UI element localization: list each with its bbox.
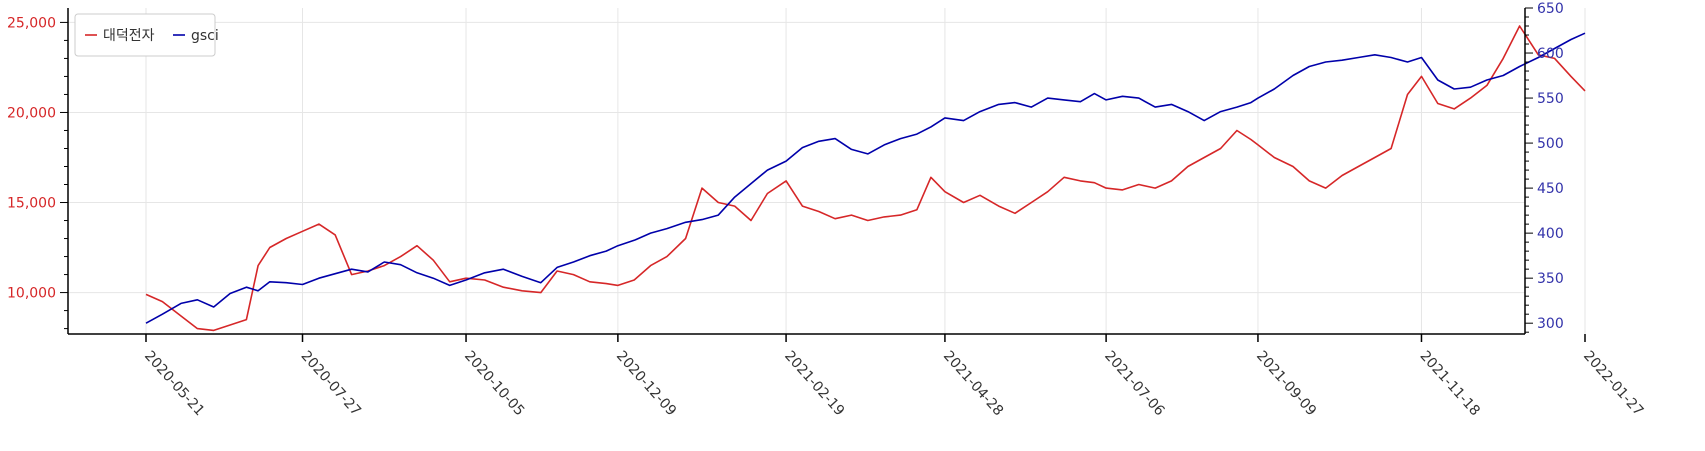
- right-y-tick-label: 600: [1537, 46, 1564, 62]
- left-y-tick-label: 20,000: [7, 105, 56, 121]
- right-y-tick-label: 350: [1537, 271, 1564, 287]
- right-y-tick-label: 500: [1537, 136, 1564, 152]
- right-y-tick-label: 300: [1537, 316, 1564, 332]
- right-y-tick-label: 400: [1537, 226, 1564, 242]
- legend-label-gsci: gsci: [191, 28, 219, 44]
- x-tick-label: 2021-04-28: [940, 348, 1006, 419]
- right-y-tick-label: 650: [1537, 1, 1564, 17]
- right-y-tick-label: 550: [1537, 91, 1564, 107]
- x-tick-label: 2020-07-27: [298, 348, 364, 419]
- x-tick-label: 2020-05-21: [141, 348, 207, 419]
- left-y-tick-label: 15,000: [7, 196, 56, 212]
- axes: 2020-05-21 2020-07-27 2020-10-05 2020-12-09…: [7, 1, 1646, 419]
- series-layer: [145, 25, 1586, 332]
- left-y-tick-label: 25,000: [7, 15, 56, 31]
- grid: [68, 8, 1586, 334]
- x-tick-label: 2020-12-09: [613, 348, 679, 419]
- x-axis-ticks: 2020-05-21 2020-07-27 2020-10-05 2020-12-09…: [141, 334, 1646, 419]
- legend: 대덕전자 gsci: [74, 13, 219, 57]
- left-y-tick-label: 10,000: [7, 286, 56, 302]
- x-tick-label: 2020-10-05: [461, 348, 527, 419]
- x-tick-label: 2021-07-06: [1101, 348, 1167, 419]
- legend-box: [74, 13, 216, 57]
- right-y-axis-ticks: 300 350 400 450 500 550 600 650: [1525, 1, 1564, 333]
- x-tick-label: 2021-09-09: [1253, 348, 1319, 419]
- legend-label-daedeok: 대덕전자: [103, 28, 155, 44]
- x-tick-label: 2021-02-19: [781, 348, 847, 419]
- x-tick-label: 2022-01-27: [1580, 348, 1646, 419]
- right-y-tick-label: 450: [1537, 181, 1564, 197]
- series-line-daedeok: [145, 25, 1586, 332]
- x-tick-label: 2021-11-18: [1417, 348, 1483, 419]
- series-line-gsci: [145, 32, 1586, 324]
- left-y-axis-ticks: 10,000 15,000 20,000 25,000: [7, 15, 68, 330]
